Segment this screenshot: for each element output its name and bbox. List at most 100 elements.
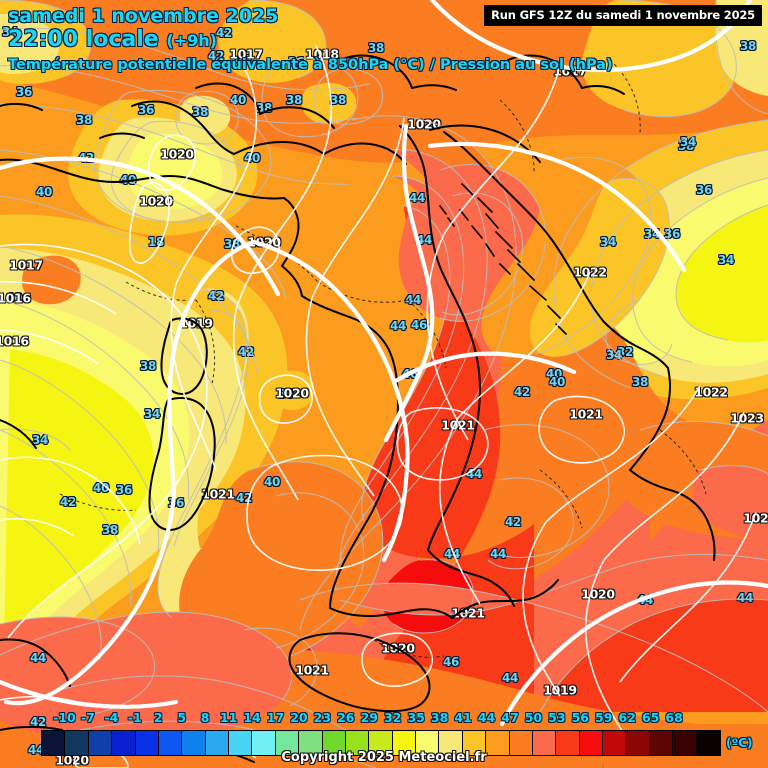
theta-e-value-label: 44 xyxy=(389,319,407,333)
theta-e-value-label: 46 xyxy=(410,318,428,332)
colorbar-tick: 26 xyxy=(337,710,355,725)
colorbar-swatch xyxy=(345,731,370,755)
theta-e-value-label: 38 xyxy=(739,39,757,53)
pressure-value-label: 1017 xyxy=(229,46,263,62)
theta-e-value-label: 44 xyxy=(736,591,754,605)
colorbar-swatch xyxy=(603,731,627,755)
theta-e-value-label: 34 xyxy=(599,235,617,249)
colorbar-swatch xyxy=(229,731,253,755)
pressure-value-label: 1020 xyxy=(247,234,281,250)
colorbar-tick: 47 xyxy=(501,710,519,725)
colorbar-unit-label: (ºC) xyxy=(726,736,753,750)
pressure-value-label: 1021 xyxy=(569,406,603,422)
pressure-value-label: 1018 xyxy=(305,46,339,62)
theta-e-value-label: 44 xyxy=(404,293,422,307)
colorbar-tick: -7 xyxy=(80,710,95,725)
colorbar-tick: 56 xyxy=(571,710,589,725)
colorbar-swatch xyxy=(182,731,206,755)
colorbar-swatch xyxy=(696,731,720,755)
theta-e-value-label: 44 xyxy=(29,651,47,665)
pressure-value-label: 1020 xyxy=(407,116,441,132)
theta-e-value-label: 34 xyxy=(143,407,161,421)
colorbar-swatch xyxy=(205,731,229,755)
colorbar-swatch xyxy=(673,731,697,755)
colorbar[interactable] xyxy=(41,730,721,756)
colorbar-tick: -10 xyxy=(53,710,76,725)
colorbar-swatch xyxy=(626,731,650,755)
model-run-label: Run GFS 12Z du samedi 1 novembre 2025 xyxy=(484,5,762,26)
theta-e-value-label: 40 xyxy=(263,475,281,489)
colorbar-tick: 50 xyxy=(524,710,543,725)
copyright-notice: Copyright 2025 Meteociel.fr xyxy=(281,750,487,765)
colorbar-swatch xyxy=(299,731,323,755)
forecast-time-offset: (+9h) xyxy=(166,31,217,50)
colorbar-swatch xyxy=(416,731,440,755)
theta-e-value-label: 38 xyxy=(285,93,303,107)
colorbar-tick: -4 xyxy=(104,710,119,725)
colorbar-tick: 32 xyxy=(384,710,402,725)
theta-e-value-label: 40 xyxy=(35,185,53,199)
parameter-description: Température potentielle équivalente à 85… xyxy=(8,57,613,73)
colorbar-tick: 8 xyxy=(200,710,210,725)
colorbar-swatch xyxy=(649,731,674,755)
pressure-value-label: 1020 xyxy=(55,752,89,768)
pressure-value-label: 1020 xyxy=(160,146,194,162)
colorbar-tick: 59 xyxy=(595,710,613,725)
theta-e-value-label: 44 xyxy=(465,467,483,481)
theta-e-value-label: 42 xyxy=(207,289,225,303)
pressure-value-label: 1020 xyxy=(275,385,309,401)
theta-e-value-label: 42 xyxy=(215,26,233,40)
colorbar-tick: 41 xyxy=(454,710,472,725)
theta-e-value-label: 46 xyxy=(442,655,460,669)
colorbar-tick: 44 xyxy=(477,710,496,725)
pressure-value-label: 1017 xyxy=(9,257,43,273)
theta-e-value-label: 36 xyxy=(15,85,33,99)
theta-e-value-label: 40 xyxy=(545,367,563,381)
theta-e-value-label: 44 xyxy=(408,191,426,205)
colorbar-swatch xyxy=(135,731,159,755)
colorbar-swatch xyxy=(88,731,113,755)
pressure-value-label: 1021 xyxy=(201,486,235,502)
colorbar-swatch xyxy=(158,731,183,755)
theta-e-value-label: 42 xyxy=(513,385,531,399)
colorbar-tick: 23 xyxy=(313,710,332,725)
pressure-value-label: 1022 xyxy=(694,384,728,400)
theta-e-value-label: 32 xyxy=(616,345,634,359)
pressure-value-label: 1021 xyxy=(295,662,329,678)
theta-e-value-label: 40 xyxy=(5,291,23,305)
forecast-time: 22:00 locale (+9h) xyxy=(8,27,613,53)
colorbar-swatch xyxy=(42,731,66,755)
colorbar-tick: 53 xyxy=(548,710,566,725)
colorbar-swatch xyxy=(439,731,463,755)
colorbar-tick: -1 xyxy=(127,710,142,725)
colorbar-swatch xyxy=(275,731,300,755)
theta-e-value-label: 40 xyxy=(119,173,137,187)
colorbar-tick: 11 xyxy=(219,710,238,725)
theta-e-value-label: 44 xyxy=(501,671,519,685)
colorbar-tick: 5 xyxy=(177,710,187,725)
colorbar-swatch xyxy=(532,731,557,755)
theta-e-value-label: 42 xyxy=(504,515,522,529)
theta-e-value-label: 36 xyxy=(137,103,155,117)
colorbar-tick: 68 xyxy=(665,710,683,725)
pressure-value-label: 1022 xyxy=(573,264,607,280)
colorbar-tick: 29 xyxy=(360,710,378,725)
color-legend: (ºC) -10 -7 -4 -1 2 5 8 11 14 17 20 23 26 29 32 35 38 41 4… xyxy=(0,700,768,768)
colorbar-swatch xyxy=(392,731,416,755)
colorbar-swatch xyxy=(509,731,533,755)
colorbar-tick: 65 xyxy=(641,710,660,725)
theta-e-value-label: 44 xyxy=(489,547,507,561)
forecast-time-local: 22:00 locale xyxy=(8,27,159,52)
theta-e-value-label: 38 xyxy=(367,41,385,55)
colorbar-swatch xyxy=(369,731,393,755)
theta-e-value-label: 42 xyxy=(59,495,77,509)
colorbar-swatch xyxy=(65,731,89,755)
theta-e-value-label: 38 xyxy=(677,139,695,153)
theta-e-value-label: 42 xyxy=(29,715,47,729)
theta-e-value-label: 40 xyxy=(234,53,252,67)
colorbar-swatch xyxy=(112,731,136,755)
